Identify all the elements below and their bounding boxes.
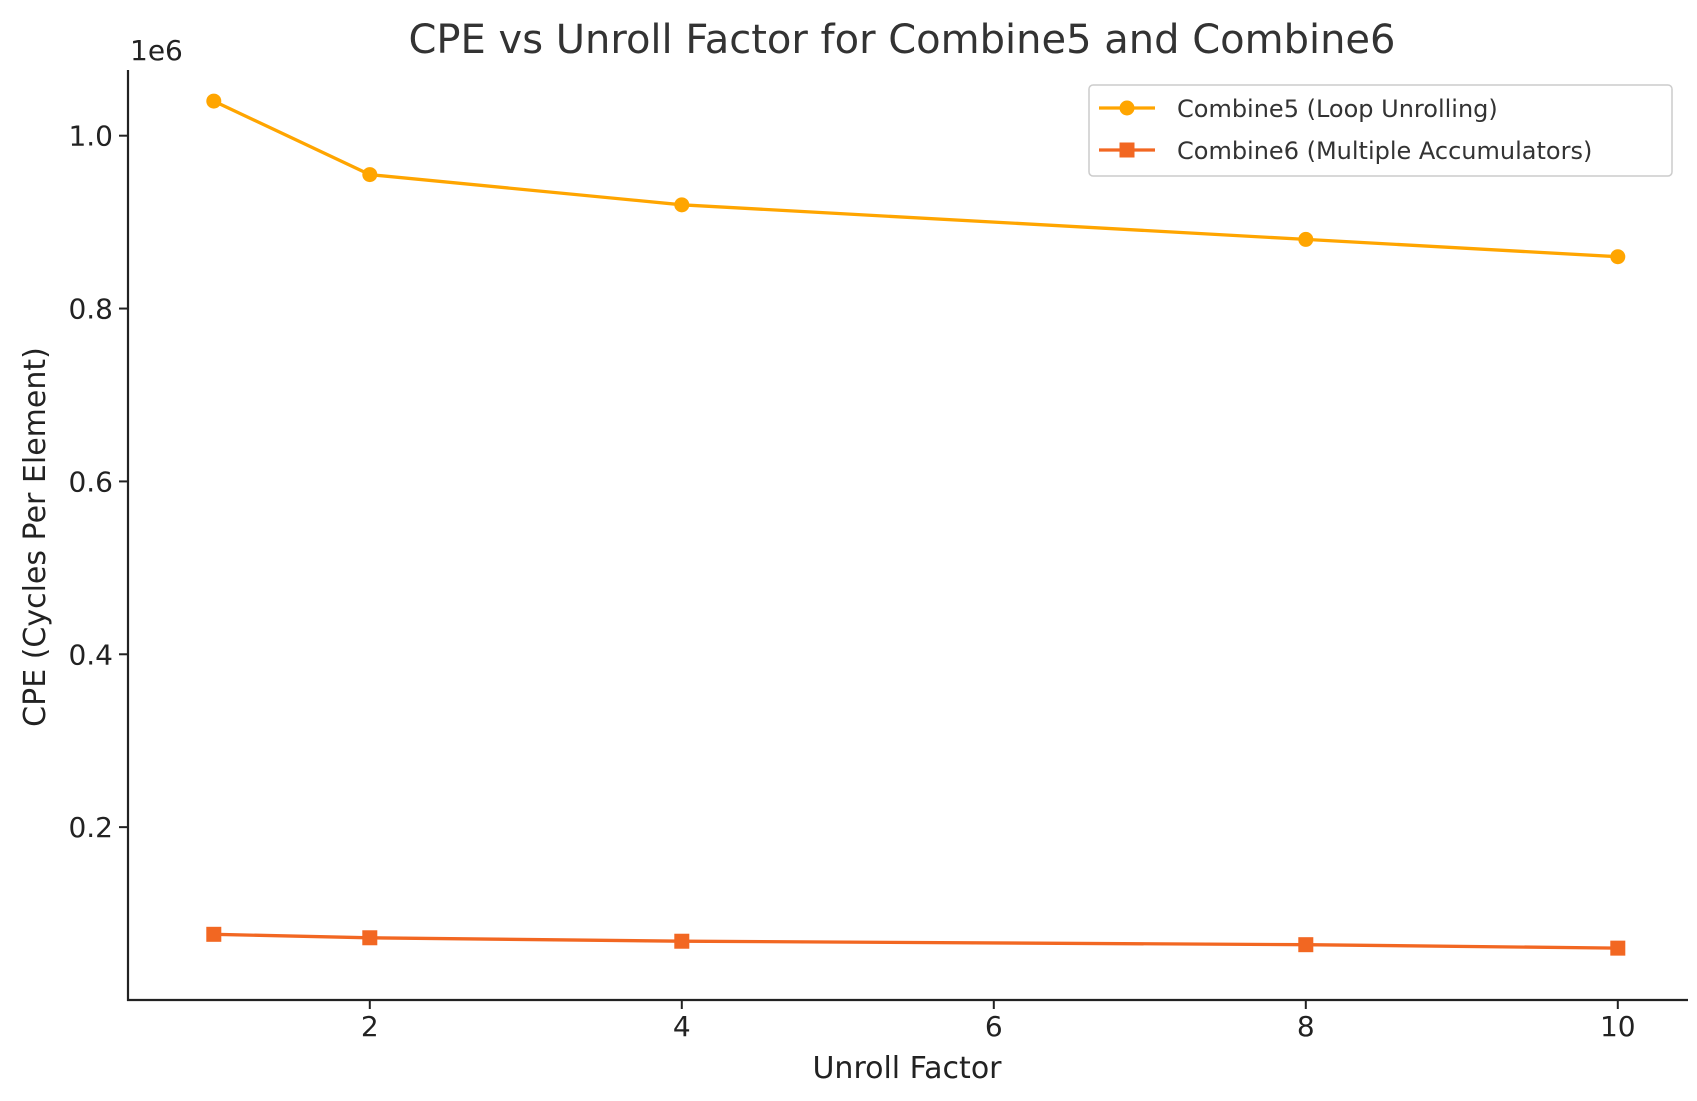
chart-title: CPE vs Unroll Factor for Combine5 and Co… [409,17,1396,63]
data-point-square [362,930,378,946]
x-axis-ticks: 2 4 6 8 10 [361,1000,1636,1043]
data-point-circle [206,93,222,109]
data-point-square [1298,937,1314,953]
y-tick-label: 0.8 [68,293,113,326]
data-point-square [206,926,222,942]
legend-label-2: Combine6 (Multiple Accumulators) [1177,137,1592,165]
x-tick-label: 10 [1600,1010,1636,1043]
y-axis-ticks: 0.2 0.4 0.6 0.8 1.0 [68,120,128,844]
data-point-square [1610,940,1626,956]
plot-area [206,93,1626,956]
legend-marker-circle [1119,100,1135,116]
y-tick-label: 0.4 [68,638,113,671]
data-point-circle [362,167,378,183]
data-point-circle [1610,249,1626,265]
series-line-2 [213,932,1618,950]
data-point-circle [1298,231,1314,247]
data-point-circle [674,197,690,213]
legend-box [1088,84,1673,177]
y-axis-label: CPE (Cycles Per Element) [18,347,53,727]
x-axis-label: Unroll Factor [812,1051,1002,1086]
y-tick-label: 1.0 [68,120,113,153]
x-tick-label: 8 [1297,1010,1315,1043]
y-tick-label: 0.2 [68,811,113,844]
x-tick-label: 6 [985,1010,1003,1043]
x-tick-label: 2 [361,1010,379,1043]
y-tick-label: 0.6 [68,465,113,498]
y-axis-offset-label: 1e6 [130,34,183,67]
legend-marker-square [1119,142,1135,158]
legend-label-1: Combine5 (Loop Unrolling) [1177,95,1498,123]
x-tick-label: 4 [673,1010,691,1043]
legend: Combine5 (Loop Unrolling) Combine6 (Multi… [1088,84,1673,177]
data-point-square [674,933,690,949]
